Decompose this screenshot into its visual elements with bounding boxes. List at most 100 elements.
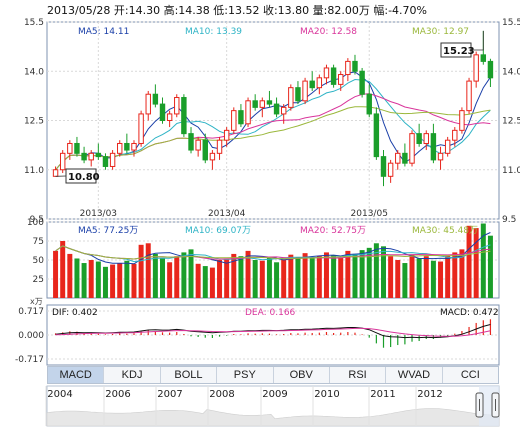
candle-body [417,134,421,144]
volume-bar [124,261,129,298]
candle-body [445,140,449,153]
candle-body [281,107,285,114]
timeline-year-label: 2008 [209,389,234,400]
candle-body [331,68,335,84]
tab-macd[interactable]: MACD [48,367,104,383]
candle-body [203,140,207,160]
price-ytick-left: 15.5 [24,18,44,28]
macd-dea-label: DEA: 0.166 [245,308,296,318]
volume-bar [438,262,443,298]
volume-bar [181,252,186,298]
candle-body [189,134,193,150]
timeline-year-label: 2011 [370,389,395,400]
price-ma30-label: MA30: 12.97 [412,27,469,37]
volume-bar [331,255,336,298]
volume-ma30-label: MA30: 45.48万 [412,226,478,236]
tab-rsi[interactable]: RSI [330,367,386,383]
tab-kdj[interactable]: KDJ [104,367,160,383]
volume-ytick: 75 [33,237,44,247]
price-ma5-label: MA5: 14.11 [78,27,129,37]
candle-body [374,114,378,157]
volume-ma20-label: MA20: 52.75万 [300,226,366,236]
volume-bar [53,251,58,298]
volume-bar [374,243,379,298]
candle-body [167,114,171,121]
candle-body [474,55,478,81]
candle-body [317,78,321,88]
volume-bar [196,264,201,298]
volume-bar [146,243,151,298]
candle-body [310,81,314,88]
candle-body [139,114,143,144]
callout-low: 10.80 [68,172,100,183]
volume-bar [467,226,472,298]
candle-body [132,143,136,150]
candle-body [82,153,86,160]
volume-bar [445,255,450,298]
price-xtick: 2013/03 [80,209,117,219]
candle-body [224,130,228,140]
volume-bar [89,260,94,298]
candle-body [274,104,278,114]
price-ytick-left: 14.0 [24,67,44,77]
price-ytick-left: 11.0 [24,166,44,176]
candle-body [210,153,214,160]
volume-bar [67,254,72,298]
volume-ytick: 25 [33,275,44,285]
candle-body [488,61,492,77]
volume-bar [110,265,115,298]
candle-body [260,101,264,108]
candle-body [460,111,464,131]
volume-bar [310,258,315,298]
price-xtick: 2013/05 [351,209,388,219]
volume-bar [131,264,136,298]
volume-unit: x万 [30,297,43,306]
candle-body [146,94,150,114]
candle-body [367,94,371,114]
candle-body [303,81,307,101]
candle-body [153,94,157,104]
price-ytick-left: 12.5 [24,117,44,127]
candle-body [75,143,79,153]
candle-body [103,157,107,167]
volume-bar [281,259,286,298]
volume-bar [452,252,457,298]
volume-ma5-label: MA5: 77.25万 [78,226,138,236]
timeline-year-label: 2007 [157,389,182,400]
volume-bar [210,268,215,298]
candle-body [438,153,442,160]
macd-value-label: MACD: 0.472 [440,308,499,318]
candle-body [296,88,300,101]
candle-body [89,153,93,160]
volume-bar [253,260,258,298]
volume-bar [345,251,350,298]
volume-bar [203,266,208,298]
candle-body [253,101,257,108]
candle-body [453,130,457,140]
volume-bar [82,263,87,298]
macd-ytick: -0.717 [15,355,44,365]
tab-cci[interactable]: CCI [443,367,498,383]
tab-boll[interactable]: BOLL [161,367,217,383]
price-ma20-label: MA20: 12.58 [300,27,357,37]
volume-bar [74,258,79,298]
volume-bar [317,256,322,298]
tab-psy[interactable]: PSY [217,367,273,383]
tab-wvad[interactable]: WVAD [386,367,442,383]
indicator-tabs: MACD KDJ BOLL PSY OBV RSI WVAD CCI [47,366,499,384]
price-ytick-right: 15.5 [502,18,520,28]
candle-body [267,101,271,104]
candle-body [160,104,164,120]
volume-ytick: 50 [33,256,45,266]
tab-obv[interactable]: OBV [274,367,330,383]
timeline-year-label: 2004 [47,389,72,400]
volume-ma10-label: MA10: 69.07万 [185,226,251,236]
volume-bar [474,228,479,298]
candle-body [175,98,179,114]
candle-body [324,68,328,78]
candle-body [239,111,243,124]
candle-body [467,81,471,111]
candle-body [232,111,236,131]
volume-bar [417,258,422,298]
